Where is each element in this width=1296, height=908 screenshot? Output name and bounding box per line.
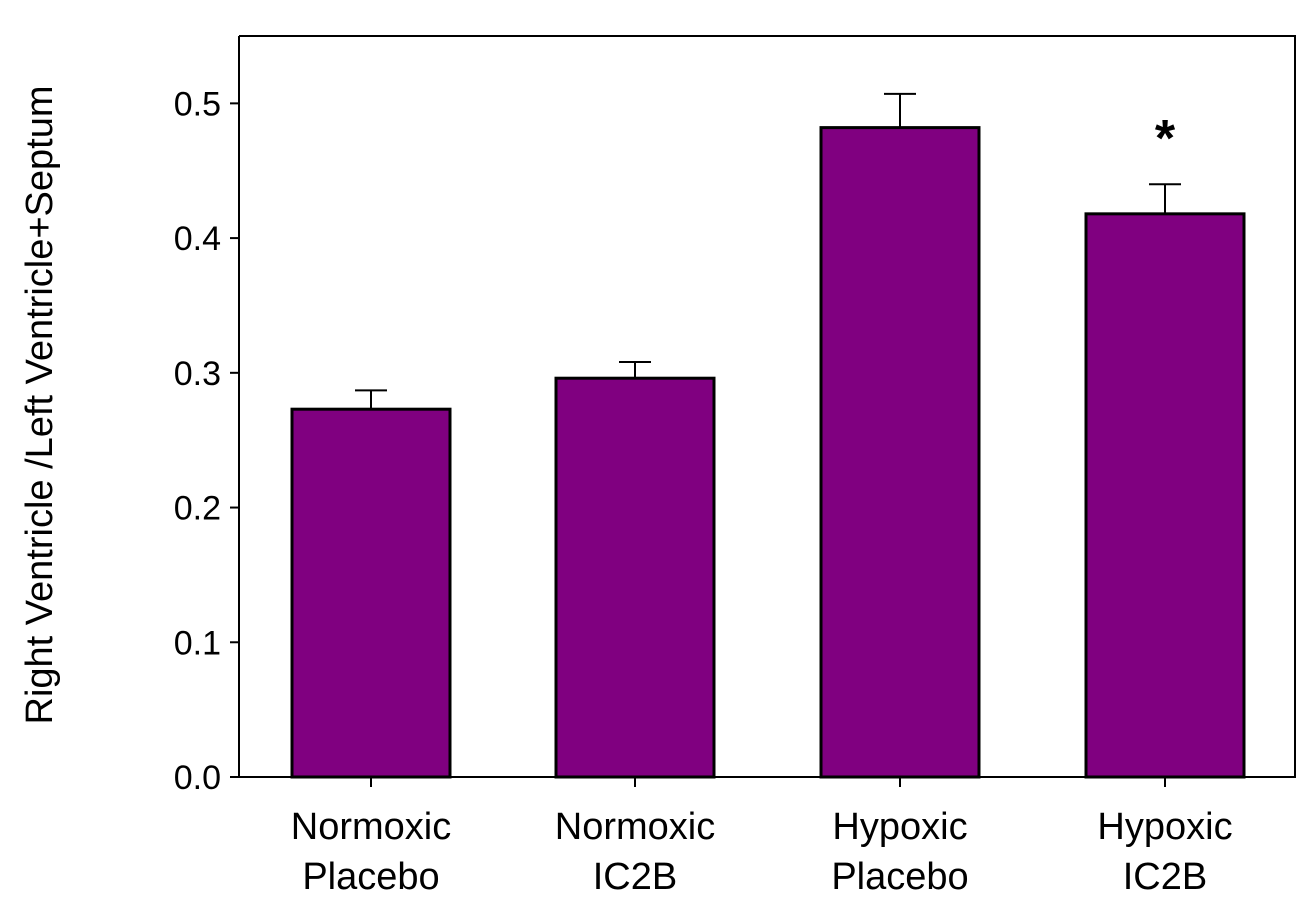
y-axis-title: Right Ventricle /Left Ventricle+Septum: [19, 86, 61, 725]
y-tick-label: 0.0: [174, 759, 221, 797]
y-tick-label: 0.4: [174, 220, 221, 258]
y-tick-label: 0.5: [174, 85, 221, 123]
bar-1: [290, 407, 452, 779]
bar-4: [1084, 212, 1246, 779]
significance-annotation: *: [1155, 110, 1176, 168]
x-tick-label: Placebo: [831, 856, 968, 898]
x-tick-label: Normoxic: [555, 806, 715, 848]
x-tick-label: IC2B: [593, 856, 677, 898]
x-tick-label: Placebo: [302, 856, 439, 898]
x-tick-label: Normoxic: [291, 806, 451, 848]
y-tick-label: 0.3: [174, 355, 221, 393]
x-tick-label: IC2B: [1123, 856, 1207, 898]
x-tick-label: Hypoxic: [1097, 806, 1232, 848]
bar-2: [554, 376, 716, 779]
x-tick-label: Hypoxic: [832, 806, 967, 848]
bar-3: [819, 126, 981, 779]
y-tick-label: 0.2: [174, 490, 221, 528]
y-tick-label: 0.1: [174, 624, 221, 662]
